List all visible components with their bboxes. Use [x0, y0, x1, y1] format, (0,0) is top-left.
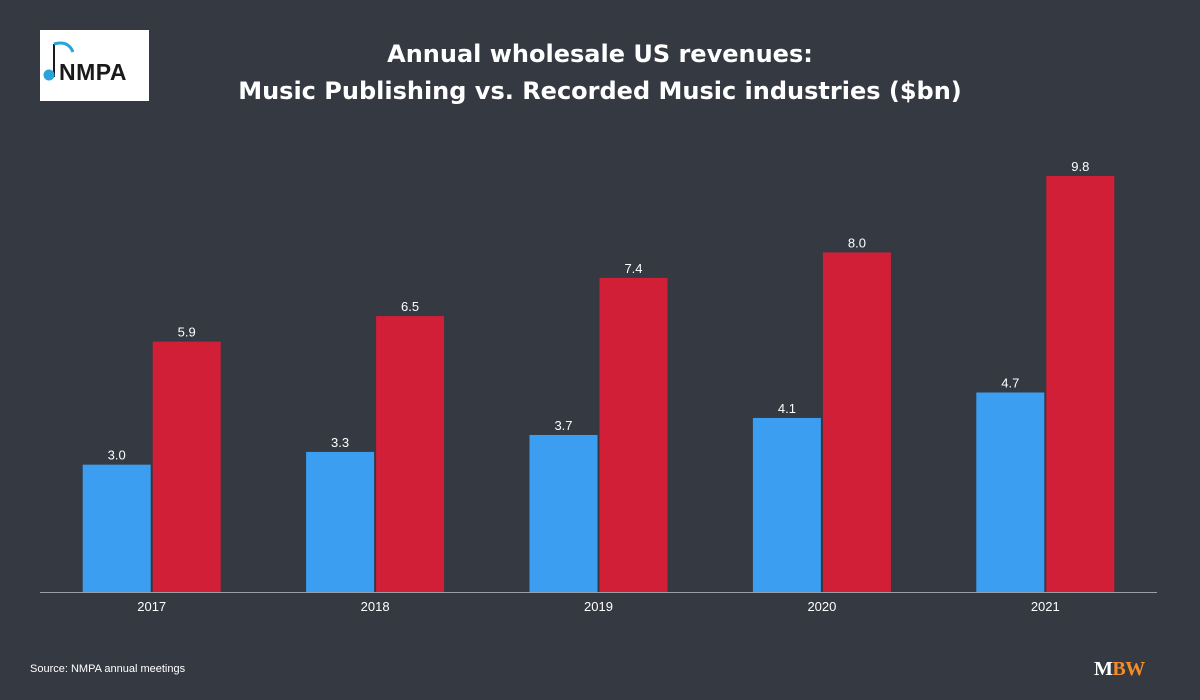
brand-bw: BW — [1112, 658, 1145, 680]
bar-2020-series-2 — [822, 252, 891, 593]
bar-2019-series-2 — [599, 277, 668, 592]
x-tick-label-2017: 2017 — [137, 599, 166, 614]
bar-2018-series-2 — [376, 316, 445, 592]
x-tick-label-2020: 2020 — [807, 599, 836, 614]
bar-2017-series-1 — [82, 464, 151, 592]
data-label-2019-series-1: 3.7 — [554, 418, 572, 433]
x-tick-label-2018: 2018 — [361, 599, 390, 614]
bar-2018-series-1 — [306, 451, 375, 592]
nmpa-logo: NMPA — [40, 30, 149, 101]
brand-m: M — [1094, 658, 1113, 680]
source-note: Source: NMPA annual meetings — [30, 663, 186, 675]
data-label-2018-series-2: 6.5 — [401, 299, 419, 314]
data-label-2021-series-1: 4.7 — [1001, 375, 1019, 390]
data-label-2017-series-2: 5.9 — [178, 325, 196, 340]
data-label-2020-series-2: 8.0 — [848, 235, 866, 250]
data-label-2020-series-1: 4.1 — [778, 401, 796, 416]
chart-title: Annual wholesale US revenues: Music Publ… — [0, 36, 1200, 110]
x-tick-label-2021: 2021 — [1031, 599, 1060, 614]
logo-text: NMPA — [59, 59, 128, 85]
data-label-2019-series-2: 7.4 — [624, 261, 642, 276]
music-note-icon — [43, 41, 75, 81]
x-tick-label-2019: 2019 — [584, 599, 613, 614]
data-label-2018-series-1: 3.3 — [331, 435, 349, 450]
bar-2019-series-1 — [529, 434, 598, 592]
data-label-2017-series-1: 3.0 — [108, 448, 126, 463]
bar-2017-series-2 — [152, 341, 221, 592]
bar-2021-series-1 — [976, 392, 1045, 592]
data-label-2021-series-2: 9.8 — [1071, 159, 1089, 174]
bar-2021-series-2 — [1046, 176, 1115, 592]
title-line-2: Music Publishing vs. Recorded Music indu… — [238, 77, 962, 105]
mbw-logo: MBW — [1094, 658, 1145, 681]
title-line-1: Annual wholesale US revenues: — [387, 40, 813, 68]
bar-2020-series-1 — [752, 417, 821, 592]
